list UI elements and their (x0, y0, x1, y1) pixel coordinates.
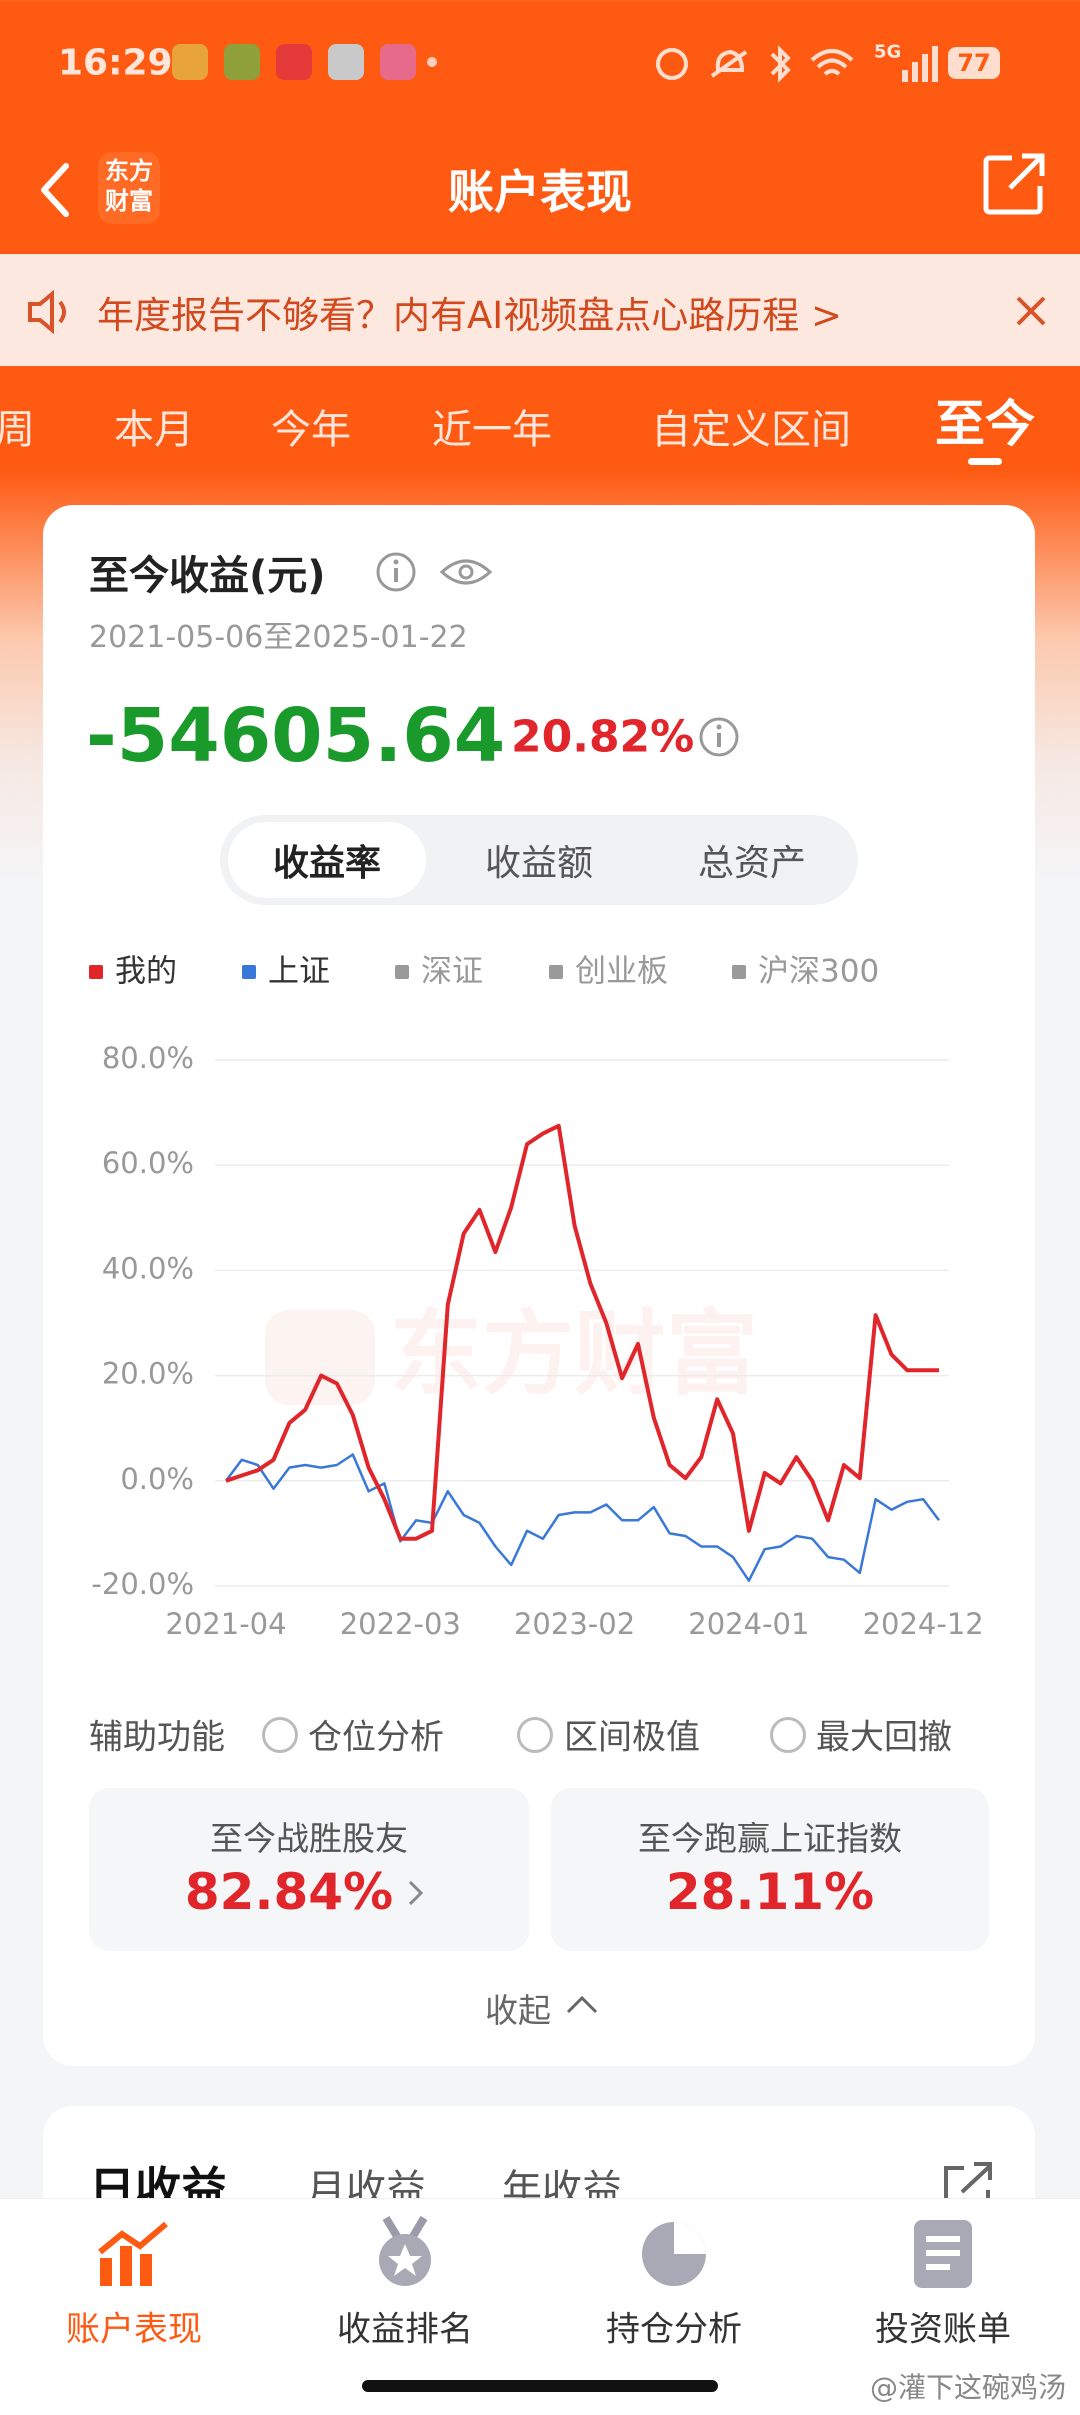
stat-label: 至今战胜股友 (210, 1812, 408, 1860)
credit-watermark: @灌下这碗鸡汤 (870, 2366, 1066, 2406)
back-button[interactable] (36, 160, 76, 220)
x-tick-label: 2022-03 (340, 1607, 461, 1641)
date-range: 2021-05-06至2025-01-22 (89, 612, 468, 656)
legend-label: 沪深300 (758, 954, 879, 990)
nav-label-selected[interactable]: 账户表现 (66, 2302, 202, 2351)
profit-value: -54605.64 (86, 693, 505, 779)
y-tick-label: -20.0% (91, 1567, 194, 1601)
tab-indicator (968, 458, 1002, 465)
period-tab[interactable]: 自定义区间 (651, 397, 851, 455)
period-tab[interactable]: 近一年 (432, 397, 552, 455)
legend-swatch (242, 965, 256, 979)
y-tick-label: 40.0% (102, 1251, 194, 1285)
info-eye-icons[interactable] (374, 550, 514, 594)
nav-icon[interactable] (96, 2218, 172, 2290)
return-value: 20.82% (511, 712, 694, 763)
y-tick-label: 60.0% (102, 1146, 194, 1180)
period-tab[interactable]: 今年 (271, 397, 351, 455)
legend-label: 创业板 (575, 954, 668, 990)
share-button[interactable] (982, 152, 1048, 218)
tools-label: 辅助功能 (89, 1710, 225, 1759)
stat-value: 82.84% (185, 1863, 393, 1921)
legend-swatch (732, 965, 746, 979)
network-type: 5G (874, 42, 901, 63)
radio[interactable] (517, 1717, 553, 1753)
segment-option[interactable]: 收益率 (273, 834, 381, 886)
collapse-button[interactable]: 收起 (485, 1984, 551, 2032)
radio[interactable] (262, 1717, 298, 1753)
legend-label: 深证 (421, 954, 483, 990)
legend-label: 我的 (115, 954, 177, 990)
speaker-icon (26, 290, 72, 334)
status-time: 16:29 (58, 43, 173, 84)
legend-swatch (395, 965, 409, 979)
period-tab[interactable]: 本月 (114, 397, 194, 455)
nav-label[interactable]: 投资账单 (875, 2302, 1011, 2351)
period-tab-selected[interactable]: 至今 (935, 384, 1035, 456)
summary-title: 至今收益(元) (89, 543, 326, 601)
battery: 77 (948, 47, 1000, 79)
banner-text[interactable]: 年度报告不够看？内有AI视频盘点心路历程 > (97, 285, 842, 339)
x-tick-label: 2024-12 (863, 1607, 984, 1641)
nav-icon[interactable] (910, 2216, 976, 2292)
tool-option[interactable]: 区间极值 (564, 1710, 700, 1759)
x-tick-label: 2024-01 (688, 1607, 809, 1641)
tool-option[interactable]: 仓位分析 (308, 1710, 444, 1759)
stat-label: 至今跑赢上证指数 (638, 1812, 902, 1860)
status-app-icons (170, 42, 460, 86)
info-icon[interactable] (698, 716, 740, 758)
stat-value: 28.11% (666, 1863, 874, 1921)
logo-line: 东方 (98, 156, 160, 186)
collapse-arrow[interactable] (564, 1992, 600, 2016)
tool-option[interactable]: 最大回撤 (816, 1710, 952, 1759)
signal-icon (900, 44, 940, 84)
chevron (406, 1878, 426, 1908)
legend-swatch (549, 965, 563, 979)
watermark-logo (265, 1310, 375, 1405)
nav-icon[interactable] (638, 2218, 710, 2290)
y-tick-label: 0.0% (120, 1462, 194, 1496)
segment-option[interactable]: 总资产 (698, 834, 806, 886)
close-banner[interactable] (1014, 294, 1048, 328)
radio[interactable] (770, 1717, 806, 1753)
period-tab[interactable]: 周 (0, 397, 35, 455)
x-tick-label: 2021-04 (165, 1607, 286, 1641)
logo-line: 财富 (98, 186, 160, 216)
home-indicator (362, 2380, 718, 2392)
page-title: 账户表现 (448, 156, 632, 222)
status-icons (650, 40, 880, 86)
y-tick-label: 20.0% (102, 1357, 194, 1391)
segment-option[interactable]: 收益额 (485, 834, 593, 886)
series-line (226, 1455, 939, 1581)
return-chart: 东方财富我的上证深证创业板沪深30080.0%60.0%40.0%20.0%0.… (0, 940, 1080, 1660)
x-tick-label: 2023-02 (514, 1607, 635, 1641)
nav-icon[interactable] (370, 2214, 440, 2290)
legend-swatch (89, 965, 103, 979)
app-logo: 东方 财富 (98, 152, 160, 224)
legend-label: 上证 (268, 954, 330, 990)
nav-label[interactable]: 持仓分析 (606, 2302, 742, 2351)
y-tick-label: 80.0% (102, 1041, 194, 1075)
nav-label[interactable]: 收益排名 (337, 2302, 473, 2351)
